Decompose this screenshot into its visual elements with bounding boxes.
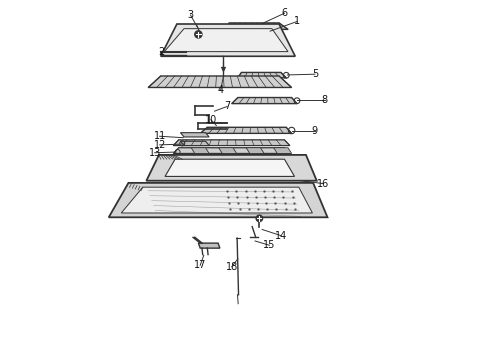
Text: 16: 16 <box>317 179 329 189</box>
Text: 18: 18 <box>225 262 238 272</box>
Text: 3: 3 <box>188 10 194 20</box>
Text: 4: 4 <box>218 85 223 95</box>
Polygon shape <box>173 140 290 145</box>
Polygon shape <box>200 127 292 134</box>
Circle shape <box>195 31 202 38</box>
Polygon shape <box>109 183 327 217</box>
Polygon shape <box>161 24 295 56</box>
Text: 14: 14 <box>275 231 287 240</box>
Polygon shape <box>229 23 288 30</box>
Text: 7: 7 <box>224 102 230 112</box>
Text: 10: 10 <box>205 115 217 125</box>
Text: 15: 15 <box>263 240 275 250</box>
Polygon shape <box>173 148 290 153</box>
Text: 11: 11 <box>153 131 166 141</box>
Polygon shape <box>232 98 297 104</box>
Polygon shape <box>246 148 264 153</box>
Polygon shape <box>198 243 220 248</box>
Text: 17: 17 <box>194 260 206 270</box>
Circle shape <box>256 215 263 222</box>
Text: 5: 5 <box>312 69 318 79</box>
Polygon shape <box>122 187 313 213</box>
Text: 13: 13 <box>148 148 161 158</box>
Polygon shape <box>180 133 209 137</box>
Text: 2: 2 <box>159 46 165 57</box>
Polygon shape <box>274 148 292 153</box>
Text: 8: 8 <box>321 95 328 105</box>
Text: 1: 1 <box>294 17 300 27</box>
Text: 9: 9 <box>312 126 318 135</box>
Polygon shape <box>191 148 209 153</box>
Polygon shape <box>238 72 286 78</box>
Polygon shape <box>164 29 288 51</box>
Text: 6: 6 <box>281 8 288 18</box>
Polygon shape <box>219 148 237 153</box>
Polygon shape <box>148 76 292 87</box>
Polygon shape <box>180 141 209 145</box>
Text: 12: 12 <box>153 140 166 150</box>
Polygon shape <box>165 159 294 176</box>
Polygon shape <box>147 155 317 181</box>
